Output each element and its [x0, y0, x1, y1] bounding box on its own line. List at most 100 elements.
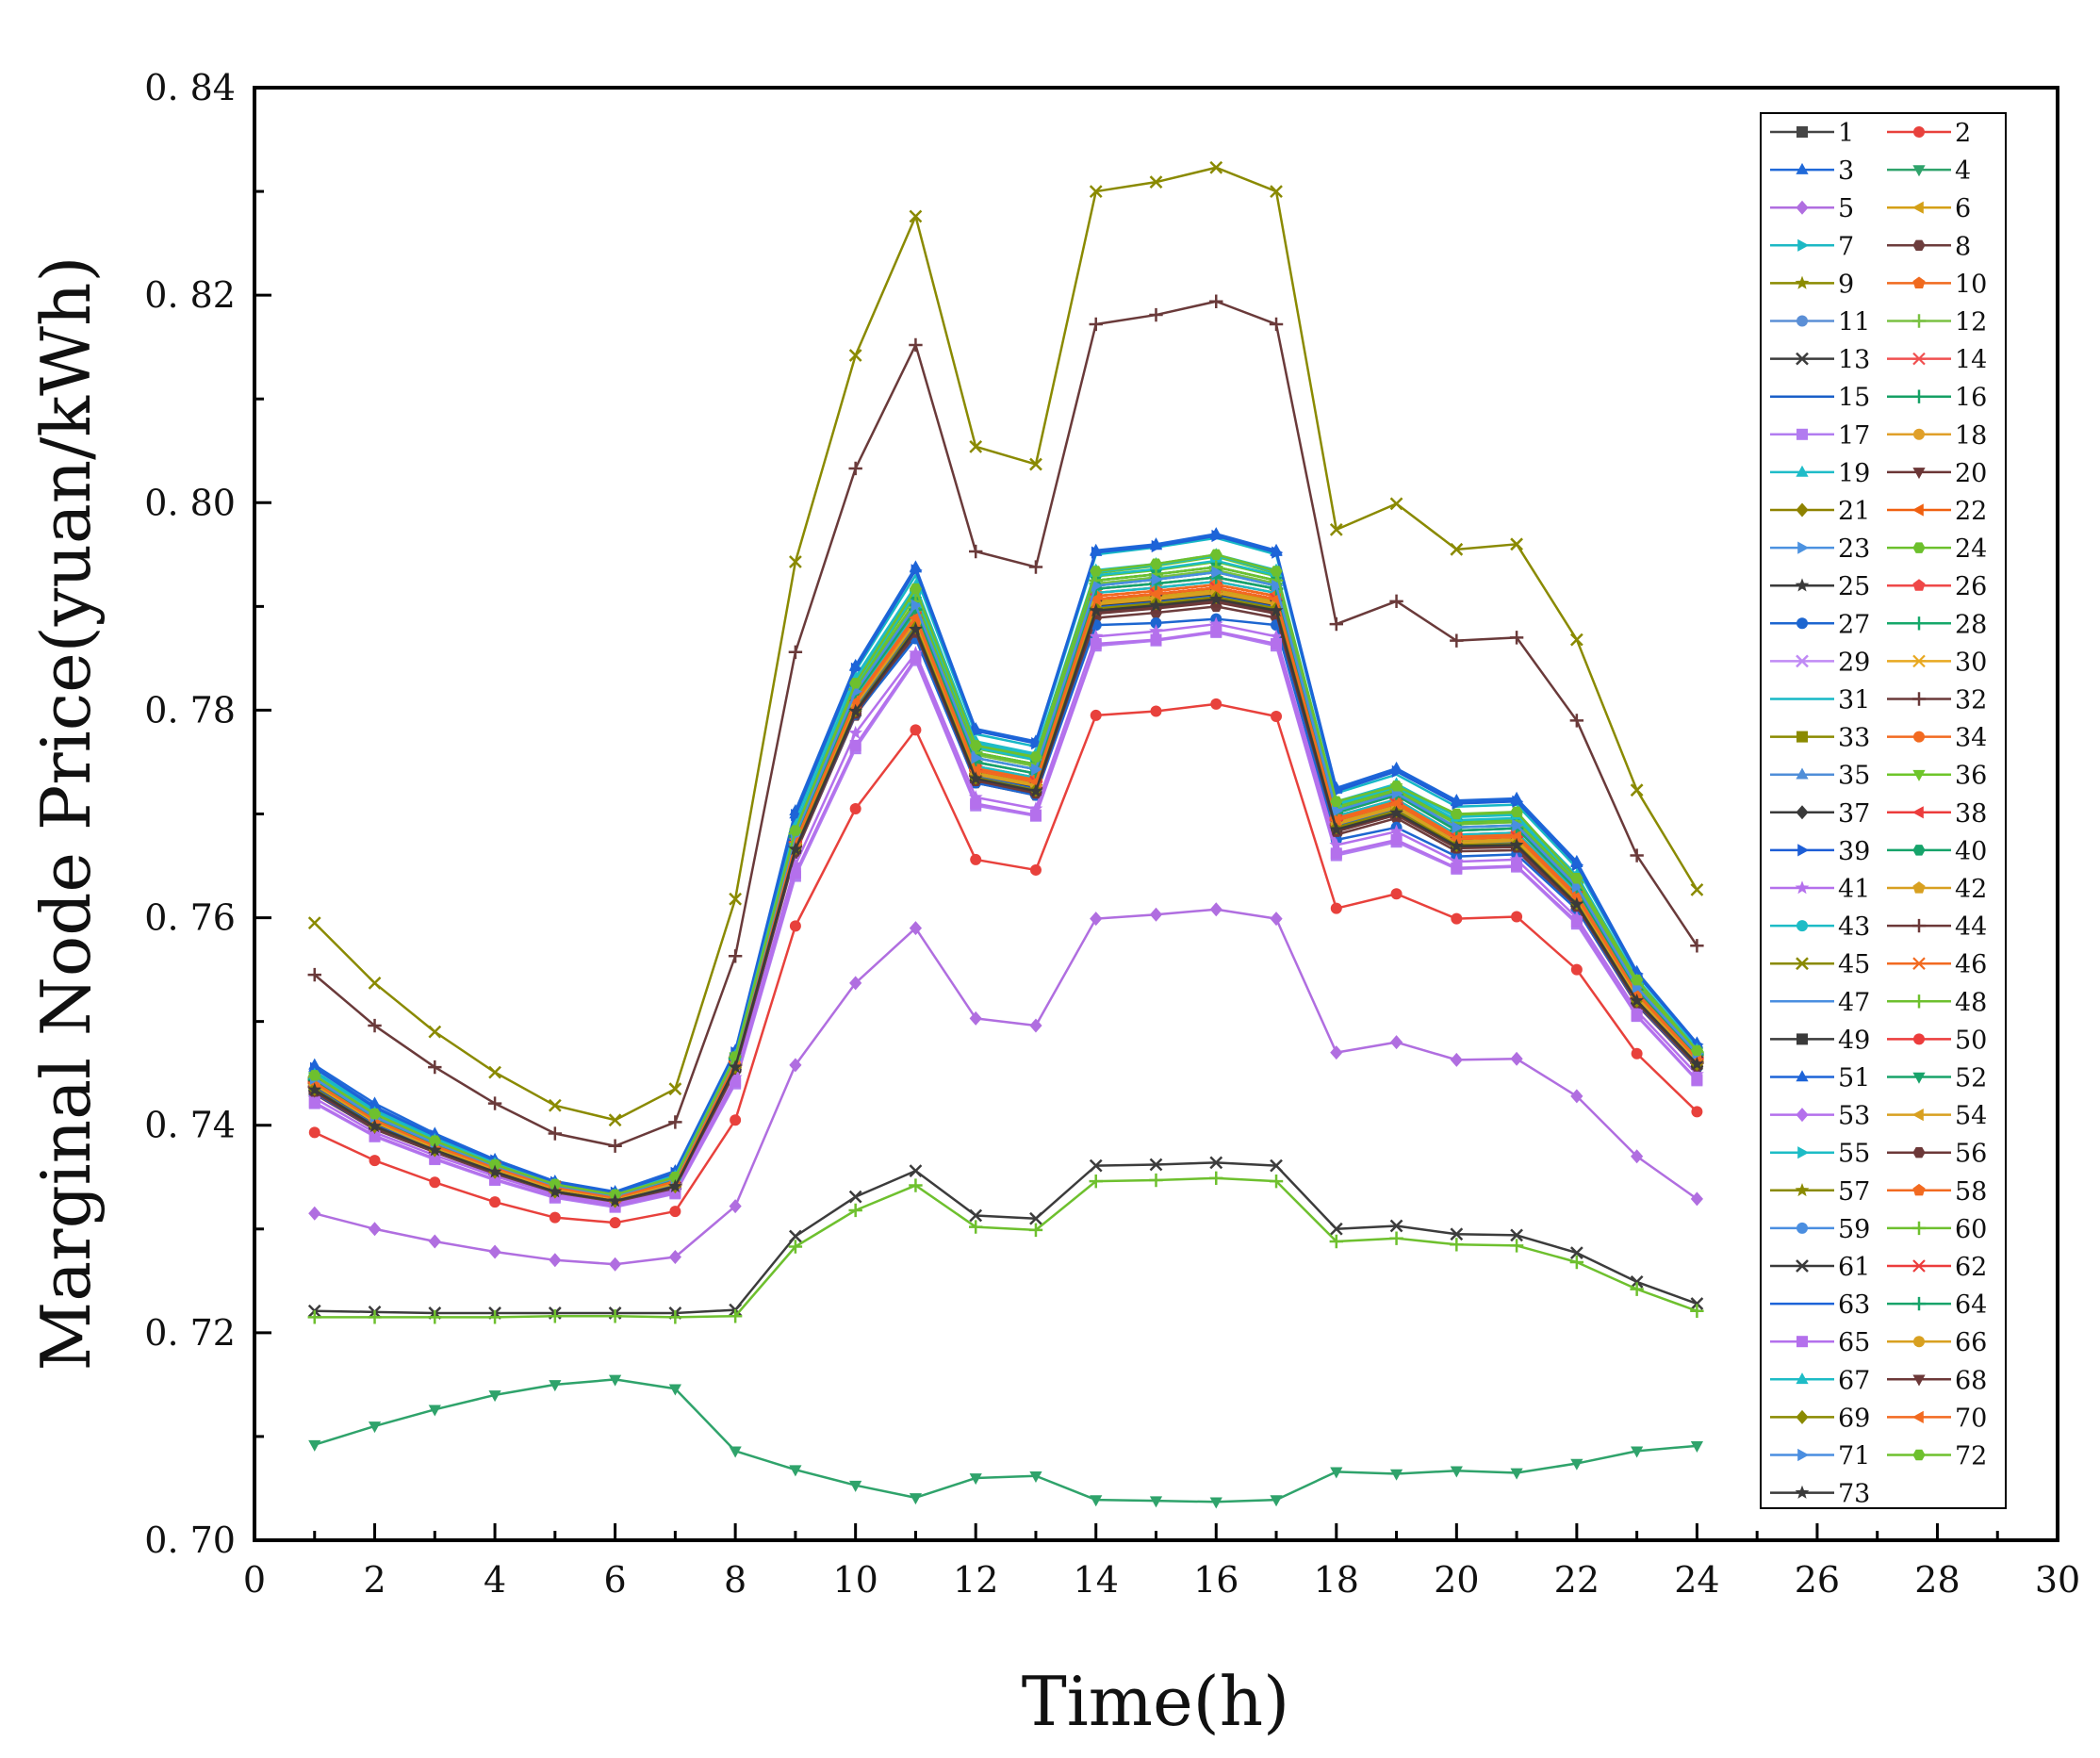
data-point [1570, 915, 1583, 928]
data-point [1690, 1304, 1704, 1318]
data-point [788, 857, 803, 871]
data-point [308, 1096, 320, 1109]
data-point [667, 1178, 682, 1192]
data-point [489, 1196, 501, 1208]
data-point [549, 1211, 561, 1224]
data-point [1912, 1183, 1926, 1196]
data-point [1389, 762, 1403, 774]
legend-item: 29 [1770, 648, 1870, 677]
data-point [1630, 783, 1644, 797]
data-point [1450, 1238, 1464, 1252]
data-point [368, 1099, 382, 1111]
legend-item: 34 [1887, 724, 1987, 753]
data-point [609, 1257, 622, 1272]
x-tick-label: 18 [1314, 1559, 1359, 1601]
data-point [1449, 854, 1464, 868]
data-point [849, 659, 862, 671]
data-point [1150, 633, 1162, 646]
legend-item: 24 [1887, 534, 1987, 564]
legend-label: 30 [1955, 648, 1987, 677]
data-point [668, 1310, 682, 1324]
data-point [1029, 1470, 1042, 1483]
x-tick-label: 16 [1193, 1559, 1239, 1601]
data-point [1389, 1035, 1403, 1050]
data-point [1089, 1158, 1103, 1173]
legend-item: 8 [1887, 232, 1971, 261]
series-line [314, 1378, 1698, 1503]
legend-item: 44 [1887, 912, 1987, 942]
legend-label: 73 [1838, 1480, 1870, 1509]
data-point [1796, 1372, 1809, 1385]
x-tick-label: 20 [1434, 1559, 1479, 1601]
data-point [1690, 1191, 1703, 1207]
x-tick-label: 2 [363, 1559, 386, 1601]
data-point [1691, 1074, 1703, 1086]
data-point [789, 1229, 802, 1243]
legend-item: 15 [1770, 384, 1870, 413]
data-point [1911, 918, 1927, 933]
data-point [1390, 888, 1403, 900]
x-tick-label: 12 [953, 1559, 998, 1601]
legend-item: 22 [1887, 497, 1987, 526]
data-point [1512, 819, 1524, 832]
legend-item: 33 [1770, 724, 1870, 753]
data-point [1330, 796, 1343, 808]
y-tick-label: 0. 70 [144, 1520, 236, 1561]
data-point [1689, 1066, 1704, 1081]
y-tick-label: 0. 76 [144, 897, 236, 939]
legend-label: 37 [1838, 799, 1870, 829]
data-point [1569, 896, 1584, 911]
legend-item: 3 [1770, 156, 1854, 186]
data-point [1029, 1211, 1042, 1225]
legend-item: 10 [1887, 270, 1987, 299]
data-point [1509, 1239, 1524, 1253]
data-point [1912, 239, 1926, 252]
data-point [1269, 317, 1284, 332]
data-point [848, 725, 863, 739]
series-45 [307, 160, 1704, 1127]
data-point [910, 724, 922, 736]
data-point [1329, 1234, 1343, 1249]
legend-label: 57 [1838, 1177, 1870, 1207]
legend-item: 49 [1770, 1026, 1870, 1055]
legend-item: 18 [1887, 421, 1987, 451]
data-point [1795, 578, 1810, 592]
data-point [668, 1384, 681, 1396]
legend-item: 60 [1887, 1215, 1987, 1244]
data-point [608, 1139, 622, 1153]
data-point [1570, 963, 1583, 976]
data-point [1911, 957, 1927, 970]
legend-label: 5 [1838, 194, 1854, 223]
legend-label: 41 [1838, 875, 1870, 904]
data-point [1028, 560, 1043, 574]
data-point [1795, 1485, 1810, 1499]
data-point [1795, 880, 1810, 895]
legend-label: 16 [1955, 384, 1987, 413]
legend-item: 12 [1887, 308, 1987, 337]
series-line [313, 300, 1698, 1147]
data-point [1797, 238, 1810, 252]
legend-item: 40 [1887, 837, 1987, 866]
data-point [669, 1206, 681, 1218]
data-point [1450, 1466, 1463, 1478]
data-point [1796, 1222, 1808, 1234]
legend-label: 42 [1955, 875, 1987, 904]
legend-label: 35 [1838, 762, 1870, 791]
legend-label: 22 [1955, 497, 1987, 526]
axes: 0 2 4 6 8 10 12 14 16 18 20 22 24 26 28 300. 700. 720. … [144, 67, 2080, 1601]
data-point [1912, 1072, 1926, 1084]
legend-item: 68 [1887, 1366, 1987, 1395]
data-point [1795, 275, 1810, 289]
data-point [1330, 1045, 1343, 1060]
data-point [1270, 912, 1283, 927]
data-point [1690, 882, 1704, 896]
legend-label: 71 [1838, 1442, 1870, 1471]
data-point [428, 1060, 442, 1075]
legend-label: 69 [1838, 1404, 1870, 1433]
legend-label: 64 [1955, 1290, 1987, 1320]
legend-item: 28 [1887, 610, 1987, 639]
legend-item: 58 [1887, 1177, 1987, 1207]
plot-frame [253, 86, 2059, 1542]
data-point [1796, 654, 1809, 668]
data-point [429, 1176, 441, 1189]
